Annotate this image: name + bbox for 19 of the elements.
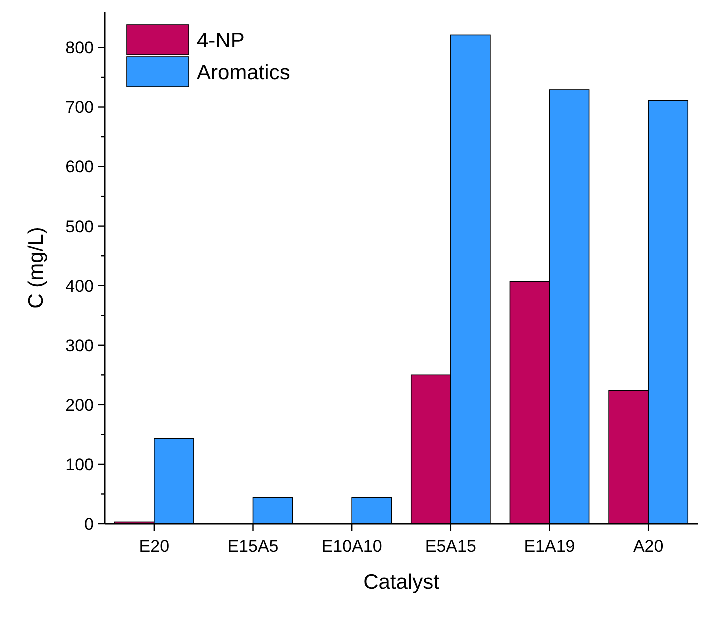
x-tick-label: E20 — [139, 537, 170, 556]
x-axis-title: Catalyst — [364, 571, 440, 594]
x-tick-label: E10A10 — [322, 537, 382, 556]
y-tick-label: 100 — [66, 455, 94, 474]
y-tick-label: 500 — [66, 217, 94, 236]
y-tick-label: 400 — [66, 276, 94, 296]
y-tick-label: 0 — [84, 514, 94, 534]
y-axis-title: C (mg/L) — [25, 227, 48, 309]
x-tick-label: E5A15 — [425, 537, 476, 556]
y-tick-label: 600 — [66, 158, 94, 177]
y-tick-label: 200 — [66, 396, 94, 415]
x-tick-label: E15A5 — [228, 537, 279, 556]
y-tick-label: 800 — [66, 38, 94, 58]
x-tick-label: E1A19 — [524, 537, 576, 556]
legend-label: 4-NP — [197, 29, 245, 52]
y-tick-label: 700 — [66, 98, 94, 118]
legend-label: Aromatics — [197, 61, 290, 84]
y-tick-label: 300 — [66, 336, 94, 356]
x-tick-label: A20 — [633, 537, 664, 556]
